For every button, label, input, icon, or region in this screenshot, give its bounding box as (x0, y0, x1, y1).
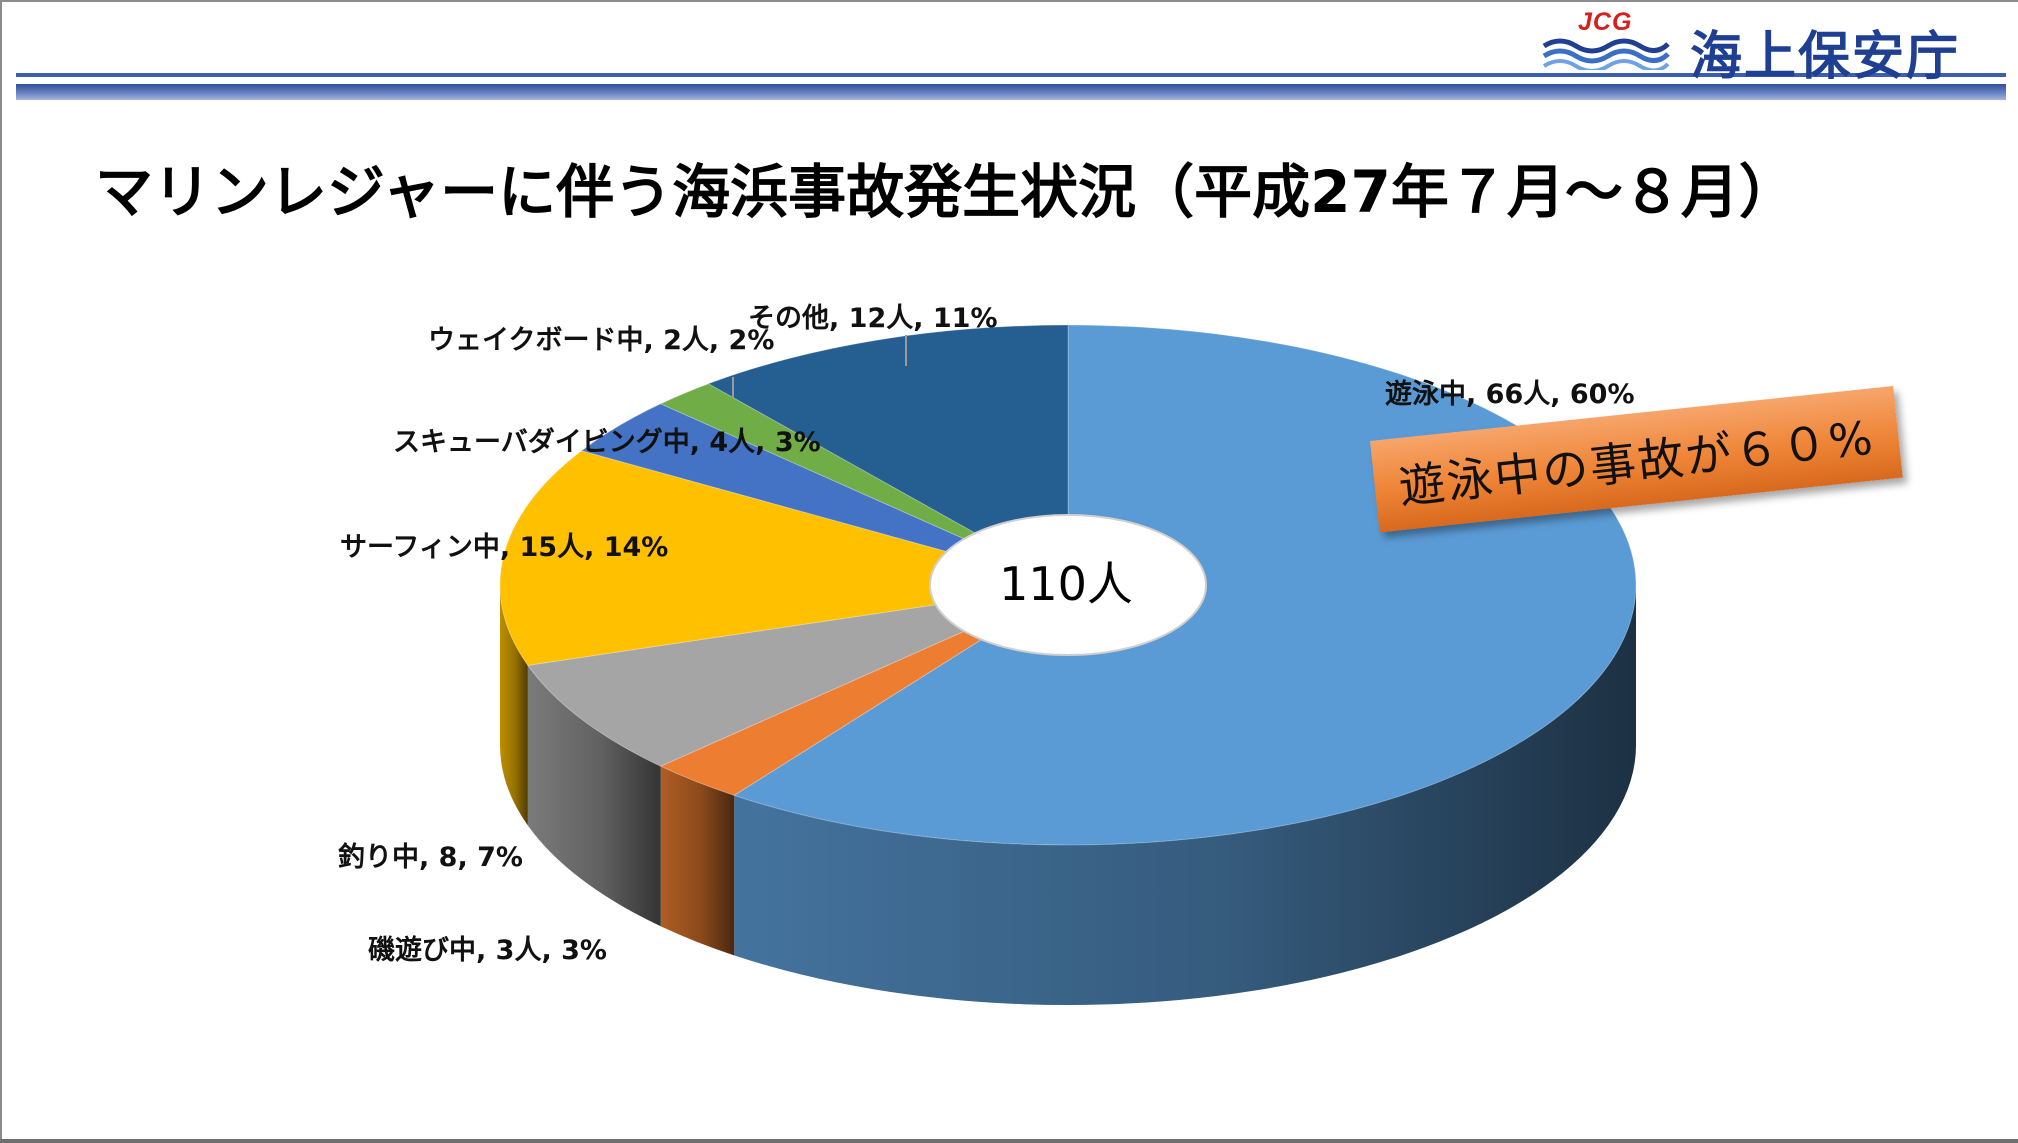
slice-1 (659, 584, 1069, 796)
slice-2 (526, 584, 1069, 767)
slice-side-shade-0 (734, 585, 1636, 1005)
center-total-label: 110人 (999, 557, 1133, 611)
slice-side-shade-1 (660, 766, 735, 956)
slice-5 (659, 383, 1069, 586)
data-label-1: 磯遊び中, 3人, 3% (368, 935, 607, 966)
slice-4 (580, 403, 1069, 586)
slice-6 (707, 324, 1069, 586)
logo-agency-name: 海上保安庁 (1690, 27, 1961, 87)
wave-icon (1542, 38, 1670, 70)
header-rule-thin (16, 73, 2006, 77)
data-label-4: スキューバダイビング中, 4人, 3% (393, 427, 821, 458)
jcg-logo: JCG 海上保安庁 (1540, 6, 2010, 87)
data-label-0: 遊泳中, 66人, 60% (1385, 379, 1635, 410)
header-rule-thick (16, 84, 2006, 100)
slide-border-left (0, 0, 2, 1143)
logo-abbreviation: JCG (1578, 8, 1633, 36)
slice-3 (499, 450, 1069, 666)
data-label-5: ウェイクボード中, 2人, 2% (428, 325, 775, 356)
slice-side-shade-3 (500, 585, 528, 826)
data-label-6: その他, 12人, 11% (748, 303, 998, 334)
data-label-3: サーフィン中, 15人, 14% (340, 532, 669, 563)
slice-side-shade-2 (527, 665, 661, 927)
center-hole (929, 514, 1207, 656)
slide-border-top (0, 0, 2018, 2)
slide-title: マリンレジャーに伴う海浜事故発生状況（平成27年７月～８月） (95, 158, 1797, 226)
data-label-2: 釣り中, 8, 7% (338, 842, 523, 873)
slide-border-bottom (0, 1139, 2018, 1143)
